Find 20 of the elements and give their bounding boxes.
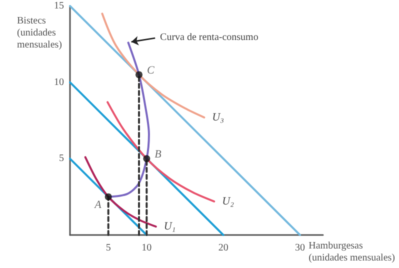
point (136, 71, 142, 78)
annotation: A (94, 198, 102, 211)
x-tick-label: 10 (142, 242, 152, 254)
series-label: U₁ (164, 220, 176, 233)
y-tick-label: 5 (59, 153, 64, 164)
y-tick-label: 15 (54, 0, 64, 12)
y-axis-title: Bistecs (unidades mensuales) (17, 16, 62, 50)
x-tick-label: 5 (106, 242, 111, 254)
x-tick-label: 30 (295, 242, 305, 254)
point (143, 155, 150, 162)
line-series (84, 156, 157, 228)
point (104, 193, 112, 200)
series-label: U₂ (222, 195, 234, 208)
annotation: C (147, 64, 155, 77)
text: Curva de renta-consumo (160, 32, 258, 43)
annotation: B (154, 148, 162, 161)
x-axis-title: Hamburgesas (unidades mensuales) (308, 240, 396, 264)
y-tick-label: 10 (54, 76, 64, 88)
x-tick-label: 20 (218, 242, 228, 254)
series-label: U₃ (212, 111, 224, 124)
